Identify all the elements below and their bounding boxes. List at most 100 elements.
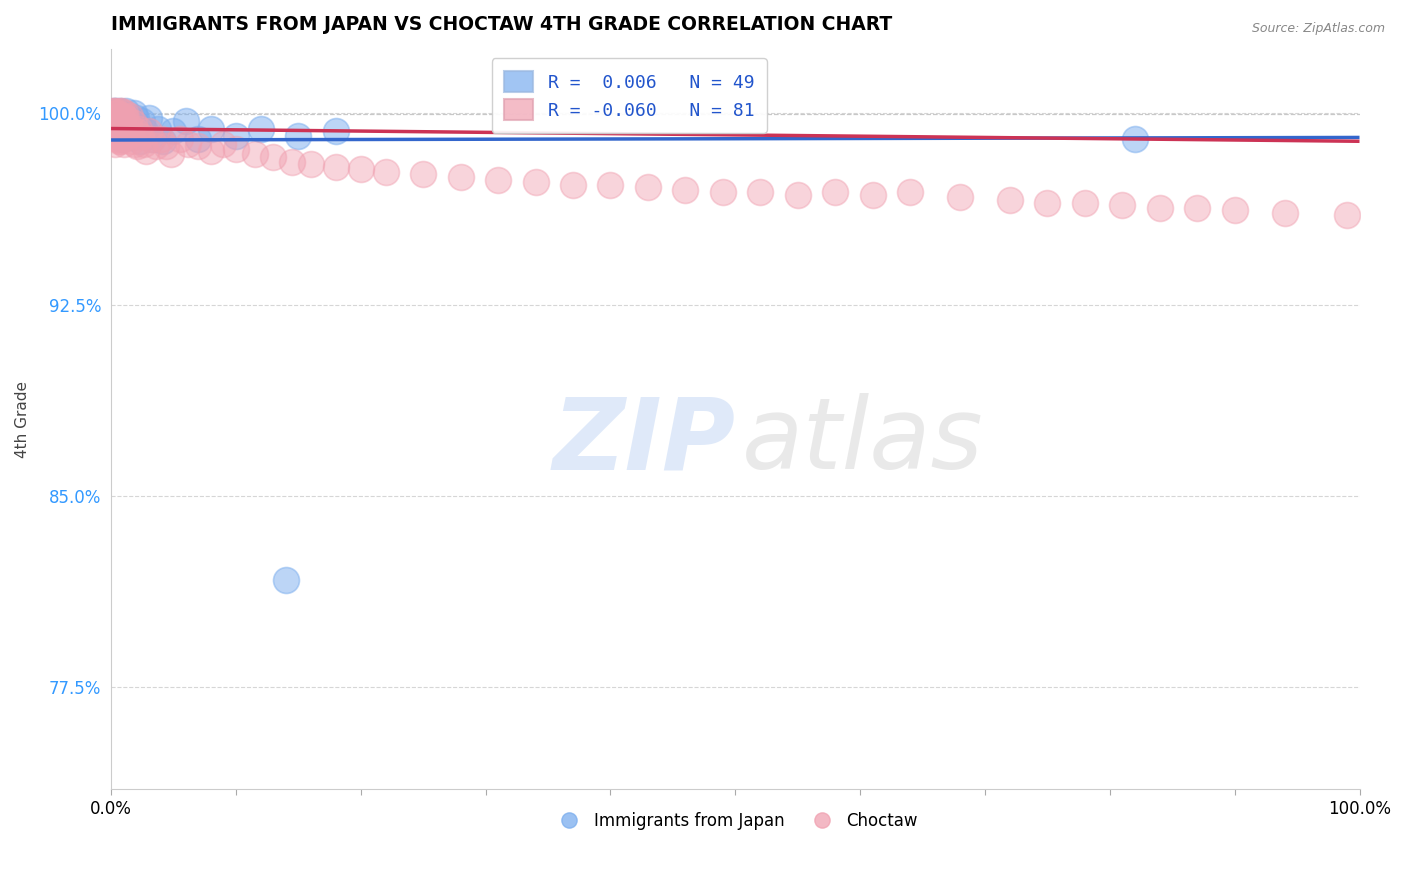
Point — [350, 162, 373, 177]
Point — [108, 103, 131, 118]
Point — [110, 134, 132, 148]
Point — [121, 116, 143, 130]
Point — [711, 186, 734, 200]
Point — [111, 132, 134, 146]
Point — [118, 109, 141, 123]
Point — [1149, 201, 1171, 215]
Point — [160, 147, 183, 161]
Point — [299, 157, 322, 171]
Point — [862, 187, 884, 202]
Point — [125, 124, 148, 138]
Point — [103, 116, 125, 130]
Point — [1111, 198, 1133, 212]
Point — [127, 139, 149, 153]
Point — [250, 121, 273, 136]
Point — [162, 124, 184, 138]
Point — [115, 103, 138, 118]
Point — [131, 114, 153, 128]
Point — [115, 127, 138, 141]
Point — [450, 169, 472, 184]
Point — [145, 139, 167, 153]
Point — [1336, 208, 1358, 222]
Point — [152, 134, 174, 148]
Point — [112, 136, 135, 151]
Point — [135, 145, 157, 159]
Point — [111, 132, 134, 146]
Point — [262, 150, 284, 164]
Point — [177, 136, 200, 151]
Point — [117, 124, 139, 138]
Point — [225, 129, 247, 144]
Point — [118, 109, 141, 123]
Point — [111, 114, 134, 128]
Point — [599, 178, 621, 192]
Point — [225, 142, 247, 156]
Point — [115, 112, 138, 126]
Point — [1223, 203, 1246, 218]
Text: ZIP: ZIP — [553, 393, 735, 490]
Point — [187, 132, 209, 146]
Point — [129, 129, 152, 144]
Point — [107, 112, 129, 126]
Point — [150, 132, 173, 146]
Legend: Immigrants from Japan, Choctaw: Immigrants from Japan, Choctaw — [546, 805, 925, 837]
Point — [110, 129, 132, 144]
Point — [104, 106, 127, 120]
Point — [101, 124, 124, 138]
Point — [562, 178, 585, 192]
Point — [122, 106, 145, 120]
Point — [108, 121, 131, 136]
Point — [105, 124, 128, 138]
Point — [949, 190, 972, 204]
Point — [637, 180, 659, 194]
Point — [138, 124, 160, 138]
Point — [107, 109, 129, 123]
Point — [998, 193, 1021, 207]
Point — [105, 127, 128, 141]
Point — [111, 103, 134, 118]
Point — [187, 139, 209, 153]
Point — [281, 154, 304, 169]
Point — [107, 134, 129, 148]
Point — [174, 114, 197, 128]
Point — [117, 119, 139, 133]
Text: IMMIGRANTS FROM JAPAN VS CHOCTAW 4TH GRADE CORRELATION CHART: IMMIGRANTS FROM JAPAN VS CHOCTAW 4TH GRA… — [111, 15, 893, 34]
Point — [786, 187, 808, 202]
Point — [673, 183, 696, 197]
Point — [105, 103, 128, 118]
Point — [898, 186, 921, 200]
Point — [110, 109, 132, 123]
Point — [1123, 132, 1146, 146]
Point — [138, 112, 160, 126]
Point — [325, 124, 347, 138]
Point — [124, 136, 146, 151]
Point — [101, 106, 124, 120]
Point — [114, 106, 136, 120]
Point — [212, 136, 235, 151]
Point — [101, 112, 124, 126]
Point — [114, 112, 136, 126]
Point — [200, 121, 222, 136]
Point — [132, 136, 155, 151]
Point — [122, 116, 145, 130]
Point — [105, 132, 128, 146]
Point — [274, 573, 297, 587]
Point — [127, 129, 149, 144]
Point — [200, 145, 222, 159]
Point — [1074, 195, 1097, 210]
Point — [134, 124, 156, 138]
Point — [104, 119, 127, 133]
Point — [128, 134, 150, 148]
Point — [101, 114, 124, 128]
Point — [105, 109, 128, 123]
Point — [104, 136, 127, 151]
Text: Source: ZipAtlas.com: Source: ZipAtlas.com — [1251, 22, 1385, 36]
Point — [105, 103, 128, 118]
Point — [114, 129, 136, 144]
Point — [524, 175, 547, 189]
Point — [374, 165, 396, 179]
Point — [243, 147, 266, 161]
Point — [104, 121, 127, 136]
Point — [121, 134, 143, 148]
Point — [120, 129, 142, 144]
